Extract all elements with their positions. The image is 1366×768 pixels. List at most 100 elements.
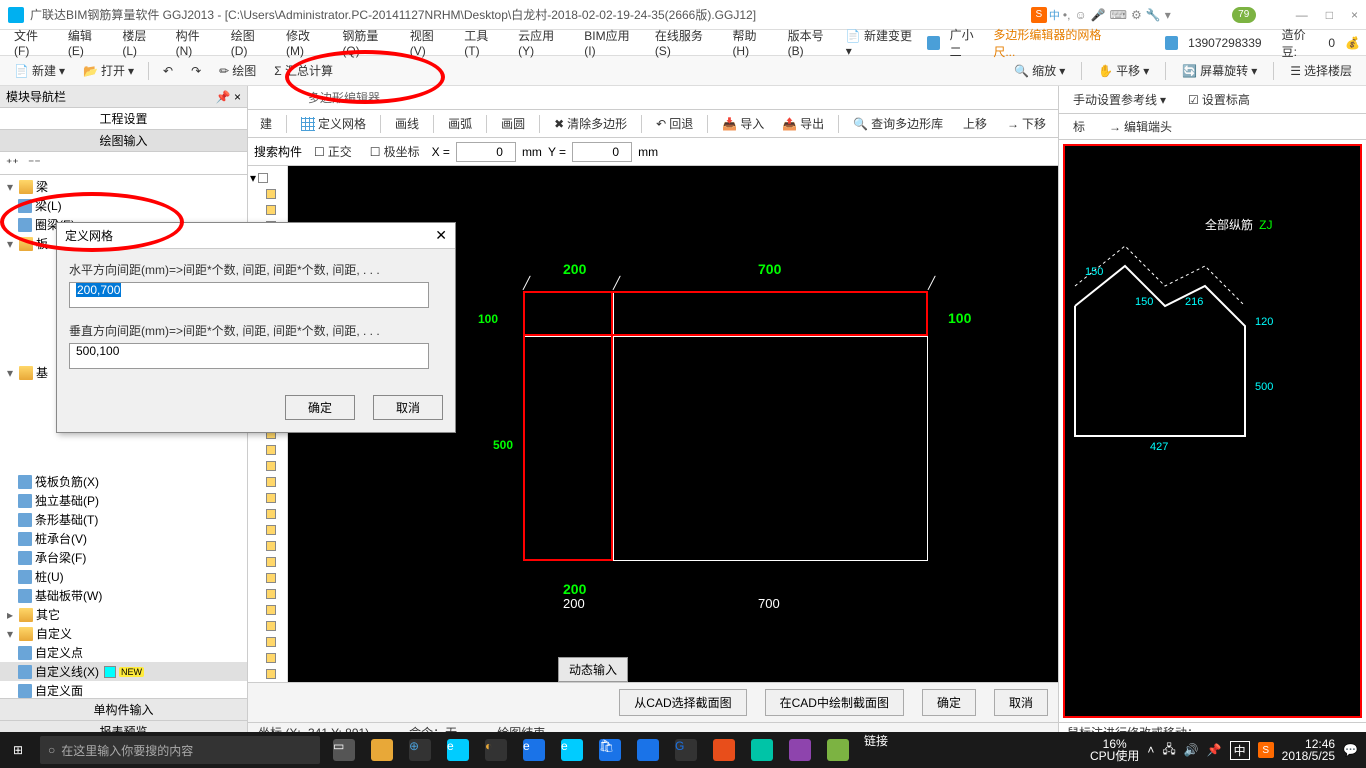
clear-poly-button[interactable]: ✖ 清除多边形 (548, 113, 633, 134)
tree-liang-group[interactable]: ▾梁 (0, 177, 247, 196)
user-name[interactable]: 广小二 (950, 26, 984, 60)
nav-collapse-icon[interactable]: ⁻⁻ (28, 156, 41, 170)
tree-liang-l[interactable]: 梁(L) (0, 196, 247, 215)
coins-icon[interactable]: 💰 (1345, 36, 1360, 50)
tray-pin-icon[interactable]: 📌 (1207, 743, 1222, 757)
menu-online[interactable]: 在线服务(S) (647, 27, 725, 58)
tree-chengtai[interactable]: 承台梁(F) (0, 548, 247, 567)
tb-app-1[interactable] (364, 732, 400, 768)
tree-zhuang[interactable]: 桩承台(V) (0, 529, 247, 548)
search-lib-button[interactable]: 🔍 查询多边形库 (847, 113, 949, 134)
tb-app-7[interactable] (744, 732, 780, 768)
ct-item[interactable] (248, 186, 287, 202)
ime-kb-icon[interactable]: ⌨ (1110, 8, 1127, 22)
ime-icon[interactable]: S (1031, 7, 1047, 23)
tray-clock[interactable]: 12:462018/5/25 (1282, 738, 1335, 762)
maximize-button[interactable]: □ (1326, 8, 1333, 22)
menu-rebar[interactable]: 钢筋量(Q) (334, 27, 401, 58)
polar-button[interactable]: ☐ 极坐标 (364, 141, 426, 162)
cad-select-button[interactable]: 从CAD选择截面图 (619, 689, 746, 716)
ct-item[interactable] (248, 634, 287, 650)
cpu-meter[interactable]: 16%CPU使用 (1090, 738, 1139, 762)
back-button[interactable]: ↶ 回退 (650, 113, 699, 134)
ct-item[interactable] (248, 602, 287, 618)
dynamic-input-button[interactable]: 动态输入 (558, 657, 628, 682)
tb-app-8[interactable] (782, 732, 818, 768)
new-button[interactable]: 📄 新建 ▾ (8, 60, 71, 81)
tb-app-ie2[interactable]: e (554, 732, 590, 768)
menu-modify[interactable]: 修改(M) (278, 27, 334, 58)
rp-canvas[interactable]: 全部纵筋 ZJ 150 150 216 120 500 427 (1063, 144, 1362, 718)
menu-view[interactable]: 视图(V) (402, 27, 457, 58)
ime-mic-icon[interactable]: 🎤 (1091, 8, 1106, 22)
ct-item[interactable] (248, 202, 287, 218)
canvas-ok-button[interactable]: 确定 (922, 689, 976, 716)
ct-item[interactable] (248, 666, 287, 682)
zoom-button[interactable]: 🔍 缩放 ▾ (1008, 60, 1071, 81)
tray-ime[interactable]: 中 (1230, 741, 1250, 760)
x-input[interactable] (456, 142, 516, 162)
tree-other[interactable]: ▸其它 (0, 605, 247, 624)
ortho-button[interactable]: ☐ 正交 (308, 141, 358, 162)
tray-net-icon[interactable]: 🖧 (1162, 740, 1175, 761)
nav-tab-draw[interactable]: 绘图输入 (0, 130, 247, 152)
tree-custom[interactable]: ▾自定义 (0, 624, 247, 643)
ct-item[interactable] (248, 506, 287, 522)
draw-circle-button[interactable]: 画圆 (495, 113, 531, 134)
nav-tab-project[interactable]: 工程设置 (0, 108, 247, 130)
new-change-button[interactable]: 📄 新建变更 ▾ (846, 27, 917, 58)
ct-item[interactable] (248, 490, 287, 506)
manual-ref-button[interactable]: 手动设置参考线 ▾ (1067, 89, 1172, 110)
poly-new-button[interactable]: 建 (254, 113, 278, 134)
redo-icon[interactable]: ↷ (185, 62, 207, 80)
ct-item[interactable] (248, 570, 287, 586)
tb-link-label[interactable]: 链接 (864, 732, 888, 768)
ct-item[interactable] (248, 538, 287, 554)
y-input[interactable] (572, 142, 632, 162)
tb-app-edge[interactable]: e (516, 732, 552, 768)
menu-version[interactable]: 版本号(B) (780, 27, 846, 58)
tb-app-4[interactable] (630, 732, 666, 768)
menu-component[interactable]: 构件(N) (168, 27, 223, 58)
tree-zdy-dian[interactable]: 自定义点 (0, 643, 247, 662)
rotate-button[interactable]: 🔄 屏幕旋转 ▾ (1176, 60, 1263, 81)
ct-item[interactable] (248, 554, 287, 570)
sum-button[interactable]: Σ 汇总计算 (268, 60, 339, 81)
v-interval-input[interactable]: 500,100 (69, 343, 429, 369)
menu-tool[interactable]: 工具(T) (456, 27, 510, 58)
badge-79[interactable]: 79 (1232, 7, 1256, 23)
import-button[interactable]: 📥 导入 (716, 113, 770, 134)
ct-item[interactable] (248, 474, 287, 490)
define-grid-button[interactable]: 定义网格 (295, 113, 372, 134)
account-number[interactable]: 13907298339 (1188, 36, 1261, 50)
ime-smile-icon[interactable]: ☺ (1074, 8, 1086, 22)
menu-cloud[interactable]: 云应用(Y) (510, 27, 576, 58)
start-button[interactable]: ⊞ (0, 732, 36, 768)
menu-edit[interactable]: 编辑(E) (60, 27, 115, 58)
draw-button[interactable]: ✏ 绘图 (213, 60, 262, 81)
tray-up-icon[interactable]: ˄ (1147, 743, 1154, 757)
tb-app-9[interactable] (820, 732, 856, 768)
ime-gear-icon[interactable]: ⚙ (1131, 8, 1142, 22)
ime-tool-icon[interactable]: 🔧 (1146, 8, 1161, 22)
export-button[interactable]: 📤 导出 (776, 113, 830, 134)
set-scale-button[interactable]: ☑ 设置标高 (1182, 89, 1256, 110)
ct-item[interactable] (248, 458, 287, 474)
nav-pin-icon[interactable]: 📌 × (216, 90, 241, 104)
menu-help[interactable]: 帮助(H) (724, 27, 779, 58)
tb-app-6[interactable] (706, 732, 742, 768)
dialog-close-button[interactable]: ✕ (435, 227, 447, 244)
dialog-ok-button[interactable]: 确定 (285, 395, 355, 420)
nav-footer-single[interactable]: 单构件输入 (0, 698, 247, 720)
menu-file[interactable]: 文件(F) (6, 27, 60, 58)
std-button[interactable]: 标 (1067, 116, 1091, 137)
down-button[interactable]: → 下移 (1001, 113, 1052, 134)
tb-app-5[interactable]: G (668, 732, 704, 768)
tb-app-ie[interactable]: e (440, 732, 476, 768)
edit-end-button[interactable]: → 编辑端头 (1103, 116, 1178, 137)
tray-vol-icon[interactable]: 🔊 (1184, 743, 1199, 757)
account-icon[interactable] (1165, 36, 1178, 50)
tree-tiaoxing[interactable]: 条形基础(T) (0, 510, 247, 529)
tree-zdy-xian[interactable]: 自定义线(X)NEW (0, 662, 247, 681)
tray-notif-icon[interactable]: 💬 (1343, 743, 1358, 757)
